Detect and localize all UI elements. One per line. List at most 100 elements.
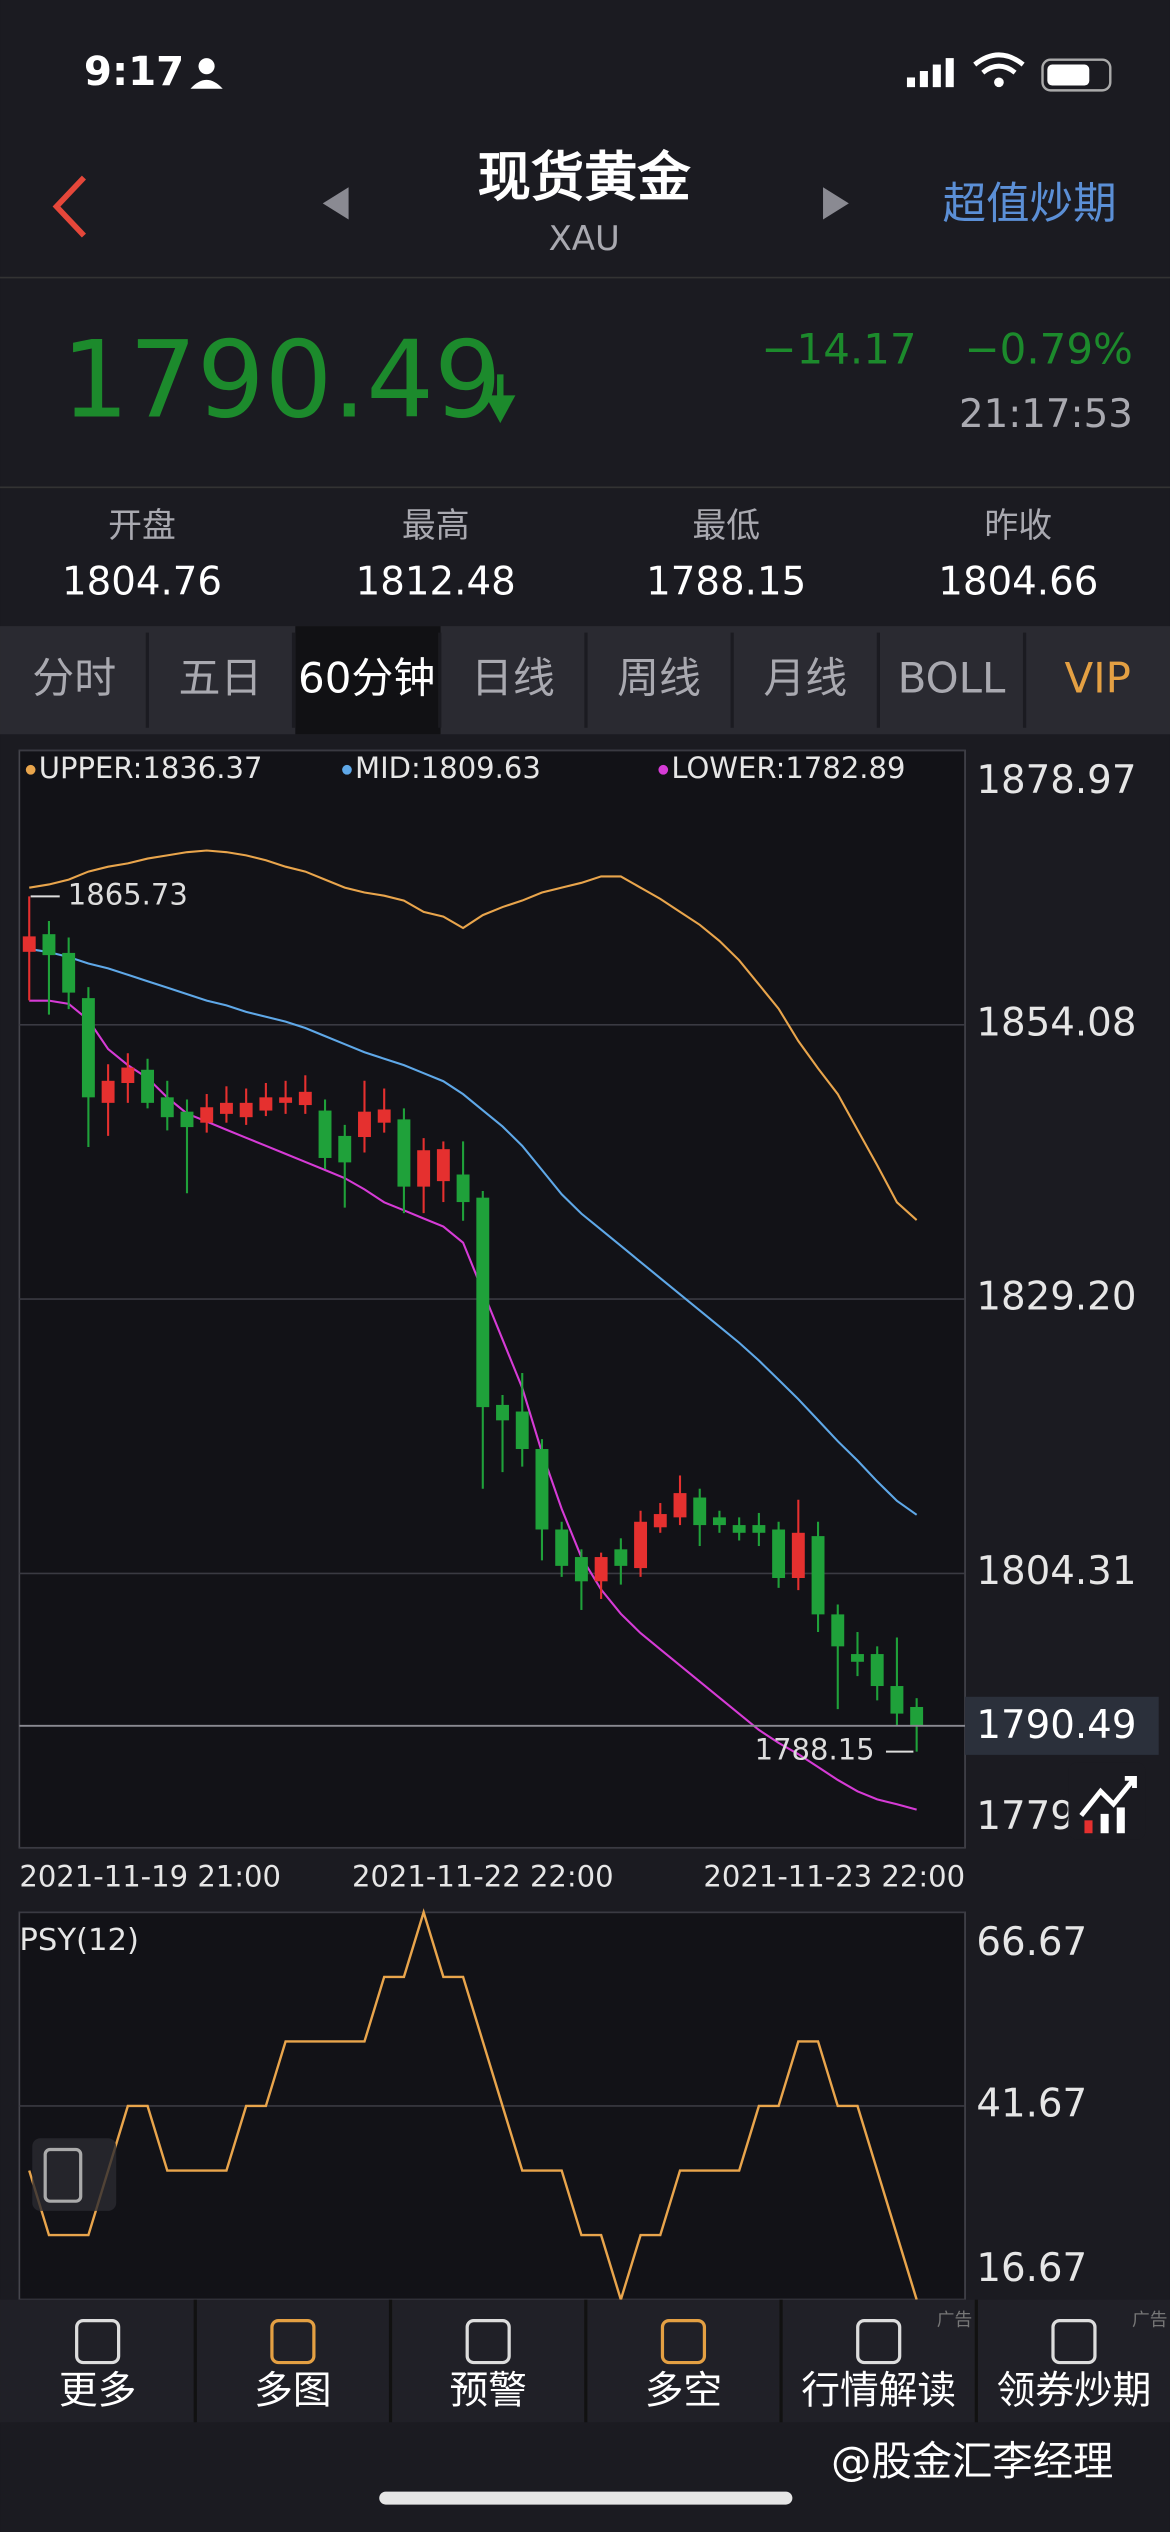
status-time: 9:17 [84,48,184,95]
candle-body [555,1529,569,1566]
candle-body [219,1102,233,1114]
y-tick-label: 1854.08 [976,1000,1136,1045]
candle-body [811,1536,825,1615]
chart-tool-icon [1100,1813,1109,1834]
nav-badge: 广告 [937,2310,973,2331]
quote-change: −14.17 [761,324,916,373]
battery-icon [1047,64,1090,86]
candle-body [496,1404,509,1421]
candle-body [910,1706,924,1726]
next-button[interactable] [823,187,849,220]
battery-icon [1041,58,1112,92]
user-icon [198,58,215,75]
x-tick-label: 2021-11-23 22:00 [703,1859,965,1893]
nav-icon [270,2318,316,2365]
prev-button[interactable] [322,187,349,220]
candle-body [160,1097,174,1118]
stat-label: 最高 [402,506,470,545]
candle-body [239,1102,253,1118]
tab[interactable]: 月线 [763,654,847,703]
tab[interactable]: 五日 [179,654,263,703]
candle-body [101,1080,115,1103]
y-tick-label: 1829.20 [976,1275,1136,1320]
quote-price: 1790.49 [61,319,501,443]
y-tick-label: 66.67 [976,1920,1087,1965]
legend-label: LOWER:1782.89 [671,751,905,785]
nav-label[interactable]: 预警 [449,2369,526,2414]
series-line [29,999,917,1811]
candle-body [653,1514,667,1528]
stat-value: 1788.15 [646,560,806,605]
x-tick-label: 2021-11-19 21:00 [19,1859,281,1893]
rotate-icon [43,2147,83,2203]
candle-body [279,1097,293,1103]
candle-body [377,1109,391,1123]
candle-body [22,936,36,952]
tab[interactable]: BOLL [898,654,1006,703]
candle-body [574,1557,588,1582]
nav-label[interactable]: 行情解读 [801,2369,956,2414]
candle-body [259,1097,273,1111]
candle-body [634,1521,648,1569]
watermark: @股金汇李经理 [831,2438,1113,2485]
stat-label: 开盘 [108,506,176,545]
rotate-button[interactable] [32,2138,117,2211]
tab[interactable]: 60分钟 [298,654,435,703]
candle-body [712,1517,726,1526]
legend-label: PSY(12) [19,1923,139,1958]
y-tick-label: 1804.31 [976,1549,1136,1594]
candle-body [851,1654,864,1662]
candle-body [42,934,56,956]
header-subtitle: XAU [549,219,620,258]
candle-body [397,1119,411,1187]
nav-label[interactable]: 多空 [645,2369,722,2414]
wifi-icon [973,52,1025,75]
back-button[interactable] [52,175,86,238]
nav-label[interactable]: 更多 [59,2369,136,2414]
candle-body [456,1174,470,1203]
header-action[interactable]: 超值炒期 [942,180,1116,230]
legend-dot [25,764,36,775]
candle-body [614,1549,628,1566]
candle-body [693,1497,707,1526]
series-line [29,947,918,1516]
nav-icon [660,2318,707,2365]
candle-body [81,998,95,1098]
stat-value: 1804.76 [62,560,222,605]
tab[interactable]: 日线 [471,654,555,703]
quote-time: 21:17:53 [959,392,1133,437]
candle-body [732,1525,746,1533]
nav-label[interactable]: 领券炒期 [997,2369,1152,2414]
tab[interactable]: VIP [1065,654,1131,703]
candle-body [772,1529,786,1578]
candle-body [515,1411,529,1450]
quote-change-percent: −0.79% [964,324,1132,373]
stat-value: 1812.48 [356,560,516,605]
chart-tool-icon [1079,1775,1137,1817]
nav-icon [1051,2318,1097,2365]
candle-body [417,1150,431,1187]
nav-badge: 广告 [1132,2310,1168,2331]
candle-body [141,1069,155,1103]
current-price-tag [965,1696,1159,1755]
tab[interactable]: 分时 [32,654,116,703]
series-line [29,849,918,1221]
candle-body [436,1149,450,1182]
series-line [28,1908,918,2304]
chart-tool-icon [1116,1807,1125,1834]
y-tick-label: 1878.97 [976,758,1136,803]
candle-body [752,1525,766,1533]
candle-body [200,1107,214,1123]
tab[interactable]: 周线 [617,654,701,703]
candle-body [180,1111,194,1128]
tab-active-bg [295,626,441,735]
legend-dot [658,764,669,775]
user-icon [190,79,223,89]
low-marker-label: 1788.15 [755,1733,875,1767]
stat-value: 1804.66 [938,560,1098,605]
nav-label[interactable]: 多图 [254,2369,331,2414]
legend-dot [342,764,352,775]
candle-body [831,1614,845,1647]
